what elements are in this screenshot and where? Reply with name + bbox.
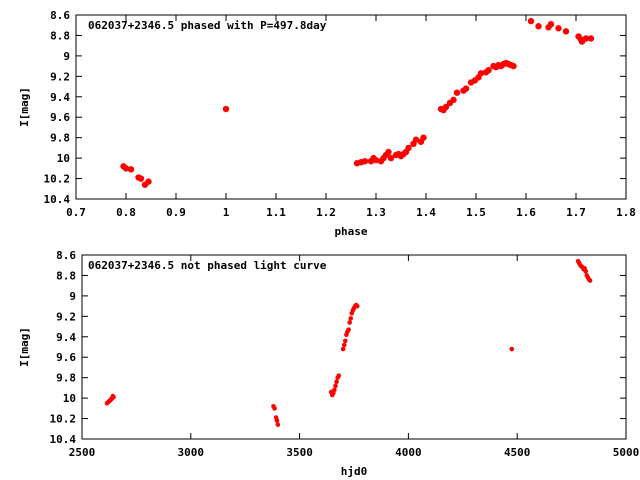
phased-x-tick-label: 1.5	[466, 206, 486, 219]
unphased-panel-title: 062037+2346.5 not phased light curve	[88, 259, 327, 272]
unphased-y-tick-label: 9	[69, 290, 76, 303]
unphased-ticks: 2500 3000 3500 4000 4500 5000 8.6 8.8 9 9.2 9.4 9.6…	[50, 249, 640, 459]
phased-data-point	[462, 85, 470, 92]
phased-y-axis-label: I[mag]	[18, 87, 31, 127]
phased-x-tick-label: 1.8	[616, 206, 636, 219]
unphased-data-point	[583, 269, 589, 274]
phased-data-point	[527, 17, 535, 25]
phased-x-tick-label: 0.7	[66, 206, 86, 219]
phased-data-point	[587, 35, 595, 42]
unphased-data-point	[341, 342, 347, 348]
phased-x-tick-label: 0.9	[166, 206, 186, 219]
phased-data-point	[555, 25, 562, 32]
phased-data-point	[453, 89, 461, 96]
unphased-data-point	[332, 387, 337, 393]
phased-data-point	[387, 154, 395, 162]
phased-x-tick-label: 1.3	[366, 206, 386, 219]
unphased-data-point	[347, 320, 352, 325]
unphased-y-tick-label: 9.2	[56, 310, 76, 323]
phased-data-point	[145, 178, 152, 185]
unphased-data-point	[336, 373, 342, 378]
unphased-data-point	[111, 394, 116, 400]
unphased-data-point	[272, 406, 277, 411]
phased-data-point	[361, 157, 369, 165]
phased-x-tick-label: 1.7	[566, 206, 586, 219]
unphased-y-tick-label: 8.8	[56, 269, 76, 282]
unphased-data-point	[274, 418, 280, 423]
phased-data-point	[510, 62, 517, 70]
phased-data-point	[122, 165, 130, 172]
phased-data-point	[222, 105, 230, 113]
unphased-y-tick-label: 9.4	[56, 331, 76, 344]
unphased-data-point	[509, 346, 515, 352]
unphased-y-axis-label: I[mag]	[18, 327, 31, 367]
unphased-data-point	[342, 338, 348, 344]
phased-data-point	[372, 156, 380, 164]
phased-data-point	[582, 35, 590, 42]
phased-x-tick-label: 1.6	[516, 206, 536, 219]
phased-data-point	[485, 67, 492, 74]
phased-data-point	[450, 96, 457, 104]
unphased-x-tick-label: 4000	[395, 446, 422, 459]
phased-y-tick-label: 9.8	[50, 132, 70, 145]
phased-y-tick-label: 8.8	[50, 29, 70, 42]
phased-data-points	[120, 17, 595, 188]
phased-data-point	[562, 28, 570, 35]
unphased-y-tick-label: 8.6	[56, 249, 76, 262]
unphased-y-tick-label: 10	[63, 392, 76, 405]
phased-data-point	[127, 166, 135, 173]
unphased-data-point	[346, 327, 351, 332]
unphased-x-tick-label: 3500	[286, 446, 313, 459]
phased-y-tick-label: 10	[57, 152, 70, 165]
unphased-data-point	[348, 316, 354, 321]
unphased-data-point	[587, 278, 593, 283]
phased-plot-frame	[75, 14, 627, 200]
phased-panel: 062037+2346.5 phased with P=497.8day pha…	[18, 9, 636, 238]
unphased-x-axis-label: hjd0	[341, 465, 368, 478]
phased-x-tick-label: 1.4	[416, 206, 436, 219]
phased-ticks: 0.7 0.8 0.9 1 1.1 1.2 1.3 1.4 1.5 1.6 1.7 1.8 8.6 8.8…	[44, 9, 636, 219]
unphased-y-tick-label: 9.8	[56, 372, 76, 385]
phased-data-point	[420, 134, 427, 141]
unphased-x-tick-label: 2500	[69, 446, 96, 459]
phased-y-tick-label: 9.4	[50, 91, 70, 104]
phased-y-tick-label: 9.2	[50, 70, 70, 83]
unphased-y-tick-label: 10.4	[50, 433, 77, 446]
unphased-x-tick-label: 3000	[178, 446, 205, 459]
phased-data-point	[405, 144, 412, 152]
phased-y-tick-label: 10.4	[44, 193, 71, 206]
phased-x-axis-label: phase	[334, 225, 367, 238]
phased-data-point	[442, 103, 450, 111]
phased-y-tick-label: 10.2	[44, 173, 71, 186]
unphased-data-point	[354, 303, 360, 309]
phased-x-tick-label: 0.8	[116, 206, 136, 219]
phased-x-tick-label: 1.1	[266, 206, 286, 219]
phased-data-point	[412, 136, 420, 143]
unphased-y-tick-label: 10.2	[50, 413, 77, 426]
phased-data-point	[547, 21, 555, 28]
phased-y-tick-label: 9.6	[50, 111, 70, 124]
unphased-data-point	[333, 383, 338, 389]
phased-panel-title: 062037+2346.5 phased with P=497.8day	[88, 19, 327, 32]
unphased-panel: 062037+2346.5 not phased light curve hjd…	[18, 249, 639, 478]
unphased-plot-frame	[81, 254, 627, 440]
unphased-data-point	[334, 379, 339, 385]
unphased-x-tick-label: 5000	[613, 446, 640, 459]
unphased-data-point	[275, 422, 281, 427]
phased-data-point	[385, 148, 392, 156]
unphased-y-tick-label: 9.6	[56, 351, 76, 364]
phased-data-point	[535, 23, 542, 30]
phased-x-tick-label: 1	[223, 206, 230, 219]
phased-y-tick-label: 9	[63, 50, 70, 63]
unphased-data-point	[340, 346, 346, 352]
phased-y-tick-label: 8.6	[50, 9, 70, 22]
unphased-x-tick-label: 4500	[504, 446, 531, 459]
phased-data-point	[137, 175, 145, 182]
phased-data-point	[477, 70, 485, 77]
phased-x-tick-label: 1.2	[316, 206, 336, 219]
unphased-data-points	[104, 258, 593, 427]
